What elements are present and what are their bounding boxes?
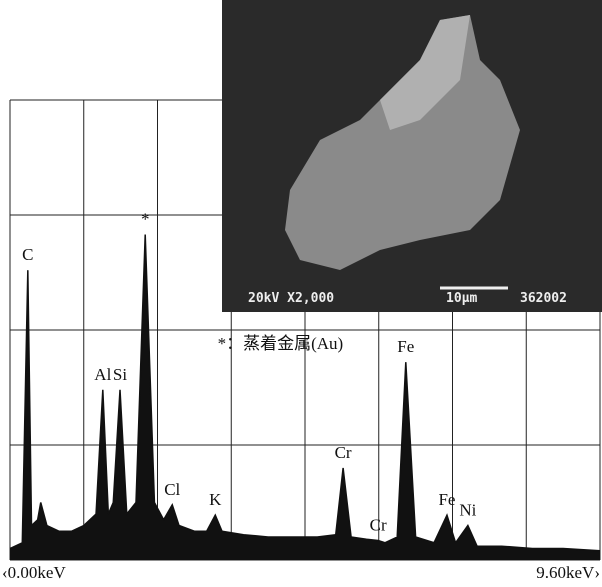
x-tick-label: ‹0.00keV xyxy=(2,563,66,582)
peak-label: Cr xyxy=(335,443,352,462)
peak-label: Fe xyxy=(438,490,455,509)
peak-label: Ni xyxy=(459,501,476,520)
peak-label: Si xyxy=(113,365,127,384)
x-tick-label: 9.60keV› xyxy=(536,563,600,582)
sem-label: 362002 xyxy=(520,291,567,306)
sem-label: 20kV X2,000 xyxy=(248,291,334,306)
peak-label: Fe xyxy=(397,337,414,356)
peak-label: Cr xyxy=(370,515,387,534)
peak-label: Al xyxy=(94,365,111,384)
chart: 20kV X2,000 10μm 362002 ‹0.00keV 9.60keV›… xyxy=(0,0,602,582)
sem-image: 20kV X2,000 10μm 362002 xyxy=(222,0,602,312)
page: 20kV X2,000 10μm 362002 ‹0.00keV 9.60keV›… xyxy=(0,0,602,587)
sem-label: 10μm xyxy=(446,291,477,306)
peak-label: K xyxy=(209,490,222,509)
peak-label: * xyxy=(141,210,150,229)
peak-label: Cl xyxy=(164,480,180,499)
peak-label: *：蒸着金属(Au) xyxy=(218,334,344,353)
peak-label: C xyxy=(22,245,33,264)
